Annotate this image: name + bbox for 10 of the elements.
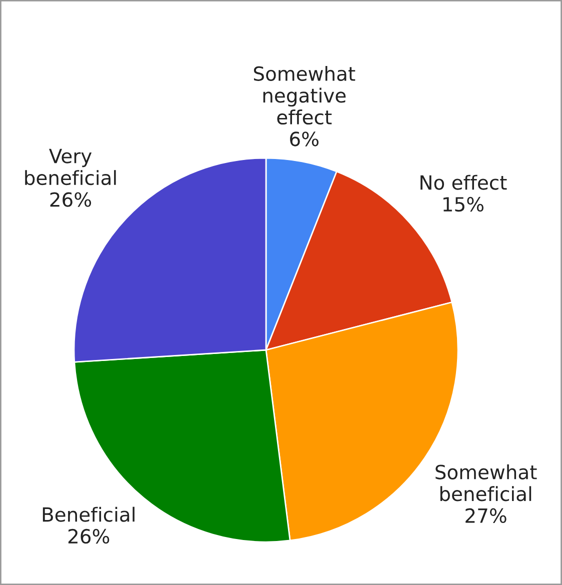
data-label: 27% — [466, 508, 506, 523]
data-label: 6% — [290, 132, 318, 146]
slice-label: Very beneficial — [25, 148, 116, 186]
slice-label: No effect — [420, 174, 507, 190]
slice-label: Somewhat beneficial — [436, 464, 537, 502]
data-label: 26% — [50, 192, 92, 207]
data-label: 15% — [443, 196, 484, 212]
slice-label: Beneficial — [42, 506, 134, 522]
slice-label: Somewhat negative effect — [254, 66, 356, 125]
data-label: 26% — [68, 528, 110, 544]
